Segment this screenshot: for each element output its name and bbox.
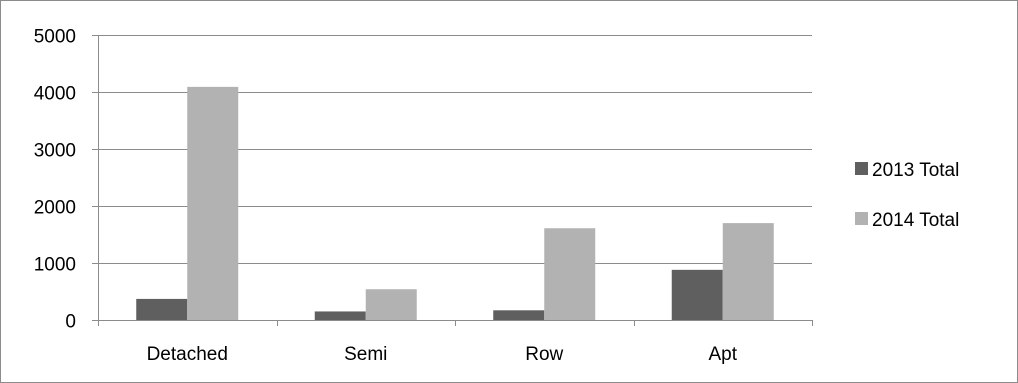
legend-swatch: [855, 212, 868, 225]
y-tick-label: 1000: [34, 255, 76, 276]
x-tick-label: Apt: [708, 344, 737, 365]
legend: 2013 Total 2014 Total: [855, 160, 959, 231]
x-tick-label: Semi: [344, 344, 387, 365]
legend-label: 2013 Total: [872, 160, 959, 181]
bar-2013-total-apt: [671, 269, 723, 320]
x-tick-label: Row: [525, 344, 563, 365]
bar-2013-total-semi: [314, 311, 366, 320]
y-tick-label: 5000: [34, 27, 76, 48]
y-tick-label: 2000: [34, 198, 76, 219]
bar-2013-total-detached: [136, 298, 188, 320]
y-tick-label: 0: [65, 312, 76, 333]
legend-swatch: [855, 162, 868, 175]
bar-2014-total-detached: [187, 86, 239, 321]
bar-2014-total-apt: [722, 223, 774, 320]
axes: [92, 35, 813, 326]
y-tick-label: 3000: [34, 141, 76, 162]
bar-2013-total-row: [493, 310, 545, 320]
bars: [136, 86, 774, 321]
bar-2014-total-row: [544, 228, 596, 320]
y-tick-label: 4000: [34, 84, 76, 105]
bar-2014-total-semi: [365, 289, 417, 320]
legend-label: 2014 Total: [872, 210, 959, 231]
x-tick-label: Detached: [147, 344, 228, 365]
axis-labels: 0 1000 2000 3000 4000 5000 Detached Semi Row Apt: [34, 27, 738, 366]
